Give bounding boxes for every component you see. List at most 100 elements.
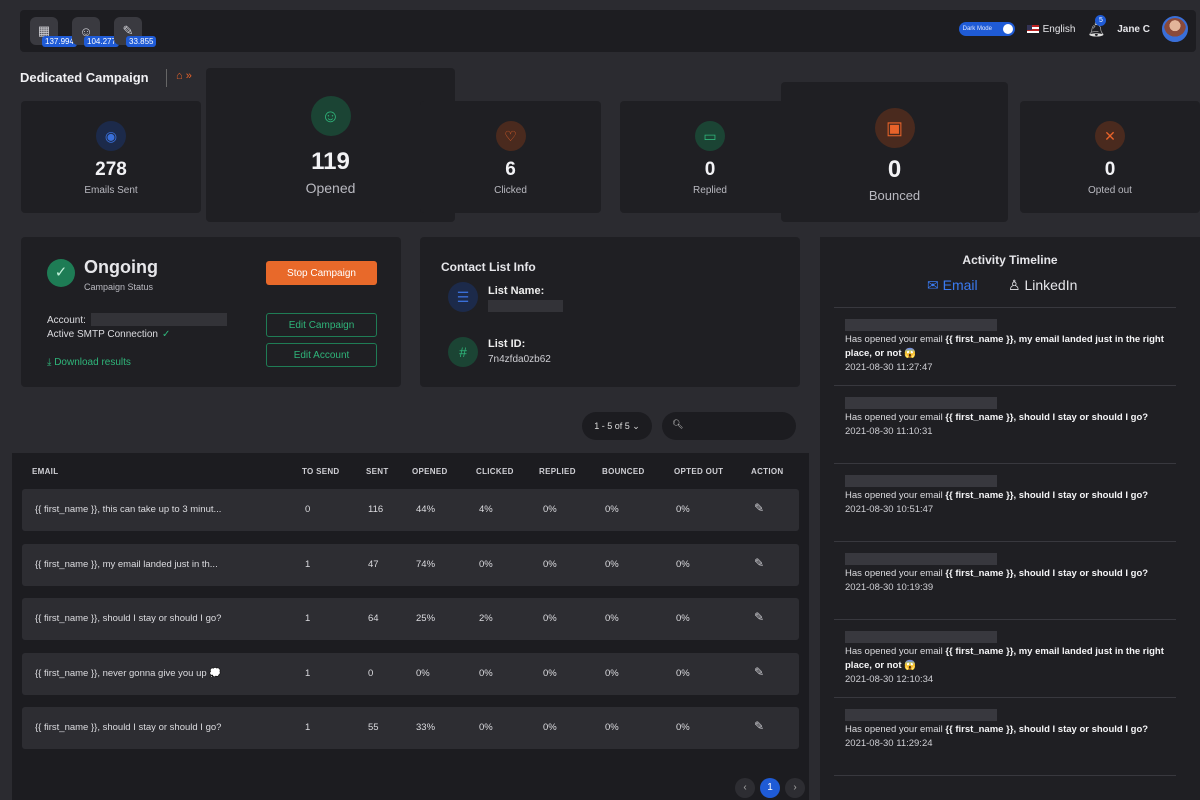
stat-bounced: ▣ 0 Bounced xyxy=(781,82,1008,222)
contact-name-redacted xyxy=(845,709,997,721)
eye-icon: ◉ xyxy=(96,121,126,151)
edit-icon[interactable]: ✎ xyxy=(754,556,765,570)
hash-icon: # xyxy=(448,337,478,367)
col-opted-out: OPTED OUT xyxy=(674,467,724,476)
stat-value: 119 xyxy=(311,148,350,175)
user-x-icon: ✕ xyxy=(1095,121,1125,151)
timeline-item: Has opened your email {{ first_name }}, … xyxy=(845,553,1175,595)
edit-icon[interactable]: ✎ xyxy=(754,501,765,515)
divider xyxy=(834,619,1176,620)
pager-label: 1 - 5 of 5 xyxy=(594,421,630,431)
download-icon: ⤓ xyxy=(47,357,52,368)
table-row[interactable]: {{ first_name }}, my email landed just i… xyxy=(22,544,799,586)
edit-icon[interactable]: ✎ xyxy=(754,719,765,733)
stat-label: Clicked xyxy=(494,185,527,196)
stat-value: 0 xyxy=(1104,159,1116,180)
dark-mode-toggle[interactable]: Dark Mode xyxy=(958,22,1015,36)
cell-opted-out: 0% xyxy=(676,722,690,733)
smile-icon: ☺ xyxy=(310,96,351,136)
cell-replied: 0% xyxy=(543,504,557,515)
timeline-time: 2021-08-30 11:29:24 xyxy=(845,738,933,749)
home-icon[interactable]: ⌂ xyxy=(176,70,183,82)
timeline-subject: {{ first_name }}, my email landed just i… xyxy=(845,646,1164,671)
topbar-right: Dark Mode English 🔔︎ 5 Jane C xyxy=(958,14,1188,42)
cell-clicked: 4% xyxy=(479,504,493,515)
stat-label: Emails Sent xyxy=(84,185,138,196)
edit-campaign-button[interactable]: Edit Campaign xyxy=(266,313,377,337)
table-row[interactable]: {{ first_name }}, never gonna give you u… xyxy=(22,653,799,695)
cell-clicked: 0% xyxy=(479,668,493,679)
next-page-button[interactable]: › xyxy=(785,778,805,798)
cell-to-send: 1 xyxy=(305,559,311,570)
contact-list-panel: Contact List Info ☰ List Name: # List ID… xyxy=(420,237,800,387)
check-icon: ✓ xyxy=(161,329,171,340)
page-button-current[interactable]: 1 xyxy=(760,778,780,798)
language-selector[interactable]: English xyxy=(1026,23,1076,35)
cell-email: {{ first_name }}, should I stay or shoul… xyxy=(35,613,222,624)
stat-label: Opted out xyxy=(1088,185,1132,196)
page-title: Dedicated Campaign xyxy=(20,70,149,85)
user-name[interactable]: Jane C xyxy=(1117,23,1150,35)
search-input[interactable] xyxy=(662,412,796,440)
col-to-send: TO SEND xyxy=(302,467,340,476)
timeline-time: 2021-08-30 11:27:47 xyxy=(845,362,933,373)
cell-replied: 0% xyxy=(543,613,557,624)
timeline-time: 2021-08-30 10:51:47 xyxy=(845,504,934,515)
cell-replied: 0% xyxy=(543,559,557,570)
prev-page-button[interactable]: ‹ xyxy=(735,778,755,798)
cell-opted-out: 0% xyxy=(676,613,690,624)
avatar[interactable] xyxy=(1162,16,1188,42)
cell-opened: 0% xyxy=(416,668,430,679)
account-label: Account: xyxy=(47,315,86,326)
chevron-down-icon: ⌄ xyxy=(632,421,640,431)
edit-icon[interactable]: ✎ xyxy=(754,610,765,624)
wrench-counter[interactable]: ✎ 33.855 xyxy=(114,17,157,47)
table-row[interactable]: {{ first_name }}, this can take up to 3 … xyxy=(22,489,799,531)
stop-campaign-button[interactable]: Stop Campaign xyxy=(266,261,377,285)
col-email: EMAIL xyxy=(32,467,59,476)
edit-account-button[interactable]: Edit Account xyxy=(266,343,377,367)
table-row[interactable]: {{ first_name }}, should I stay or shoul… xyxy=(22,598,799,640)
counter-group: ▦ 137.994 ☺ 104.277 ✎ 33.855 xyxy=(30,17,157,47)
users-counter[interactable]: ☺ 104.277 xyxy=(72,17,119,47)
notifications-button[interactable]: 🔔︎ 5 xyxy=(1087,14,1107,38)
contact-name-redacted xyxy=(845,553,997,565)
page-size-select[interactable]: 1 - 5 of 5 ⌄ xyxy=(582,412,652,440)
language-label: English xyxy=(1042,23,1076,35)
timeline-item: Has opened your email {{ first_name }}, … xyxy=(845,709,1175,751)
tab-email[interactable]: ✉ Email xyxy=(927,277,978,294)
timeline-time: 2021-08-30 11:10:31 xyxy=(845,426,933,437)
timeline-title: Activity Timeline xyxy=(962,253,1058,267)
timeline-time: 2021-08-30 12:10:34 xyxy=(845,674,934,685)
mail-icon: ✉ xyxy=(927,277,939,293)
cell-opened: 25% xyxy=(416,613,436,624)
breadcrumb: ⌂ » xyxy=(176,70,192,82)
download-results-link[interactable]: ⤓ Download results xyxy=(47,357,131,368)
cell-opted-out: 0% xyxy=(676,504,690,515)
wrench-icon: ✎ xyxy=(122,23,134,38)
building-counter[interactable]: ▦ 137.994 xyxy=(30,17,77,47)
cell-sent: 0 xyxy=(368,668,374,679)
stat-value: 0 xyxy=(887,156,902,183)
stat-replied: ▭ 0 Replied xyxy=(620,101,800,213)
truck-icon: ▣ xyxy=(874,108,915,148)
cell-clicked: 0% xyxy=(479,559,493,570)
tab-linkedin[interactable]: ♙ LinkedIn xyxy=(1008,277,1077,294)
contact-name-redacted xyxy=(845,475,997,487)
table-row[interactable]: {{ first_name }}, should I stay or shoul… xyxy=(22,707,799,749)
timeline-subject: {{ first_name }}, should I stay or shoul… xyxy=(945,724,1149,735)
divider xyxy=(834,463,1176,464)
wrench-count: 33.855 xyxy=(126,36,157,47)
user-icon: ♙ xyxy=(1008,277,1021,293)
stat-clicked: ♡ 6 Clicked xyxy=(420,101,601,213)
message-icon: ▭ xyxy=(695,121,725,151)
edit-icon[interactable]: ✎ xyxy=(754,665,765,679)
stat-label: Bounced xyxy=(868,188,921,203)
cell-bounced: 0% xyxy=(605,613,619,624)
stat-opted-out: ✕ 0 Opted out xyxy=(1020,101,1200,213)
email-table: EMAIL TO SEND SENT OPENED CLICKED REPLIE… xyxy=(12,453,809,800)
divider xyxy=(834,307,1176,308)
account-redacted xyxy=(91,313,227,326)
cell-to-send: 0 xyxy=(305,504,311,515)
stat-label: Opened xyxy=(305,180,356,196)
